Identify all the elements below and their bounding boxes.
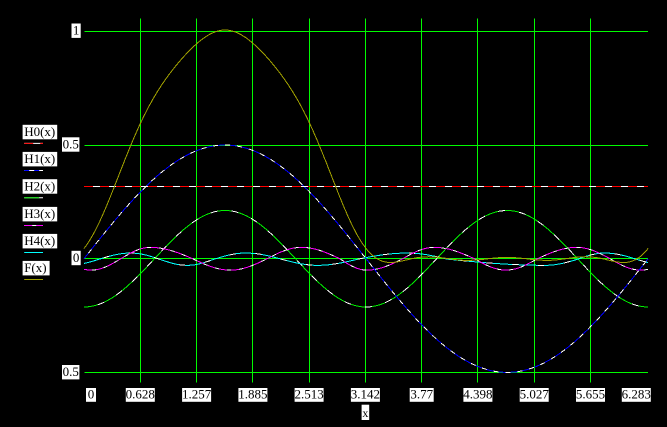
svg-text:x: x [362, 406, 368, 420]
svg-text:0.5: 0.5 [63, 137, 79, 152]
svg-text:6.283: 6.283 [622, 387, 651, 402]
svg-text:3.77: 3.77 [410, 387, 433, 402]
svg-text:0.628: 0.628 [126, 387, 155, 402]
svg-text:H2(x): H2(x) [24, 179, 55, 194]
svg-text:5.655: 5.655 [576, 387, 605, 402]
svg-text:2.513: 2.513 [294, 387, 323, 402]
svg-text:0: 0 [88, 387, 95, 402]
svg-text:H0(x): H0(x) [24, 124, 55, 139]
svg-text:3.142: 3.142 [351, 387, 380, 402]
svg-text:H1(x): H1(x) [24, 151, 55, 166]
svg-text:F(x): F(x) [24, 260, 46, 275]
svg-text:0.5: 0.5 [63, 364, 79, 379]
svg-text:H4(x): H4(x) [24, 233, 55, 248]
svg-text:4.398: 4.398 [463, 387, 492, 402]
svg-text:0: 0 [73, 250, 80, 265]
svg-text:1.257: 1.257 [182, 387, 212, 402]
svg-text:1.885: 1.885 [238, 387, 267, 402]
svg-text:1: 1 [73, 23, 80, 38]
svg-text:H3(x): H3(x) [24, 206, 55, 221]
svg-text:5.027: 5.027 [520, 387, 550, 402]
